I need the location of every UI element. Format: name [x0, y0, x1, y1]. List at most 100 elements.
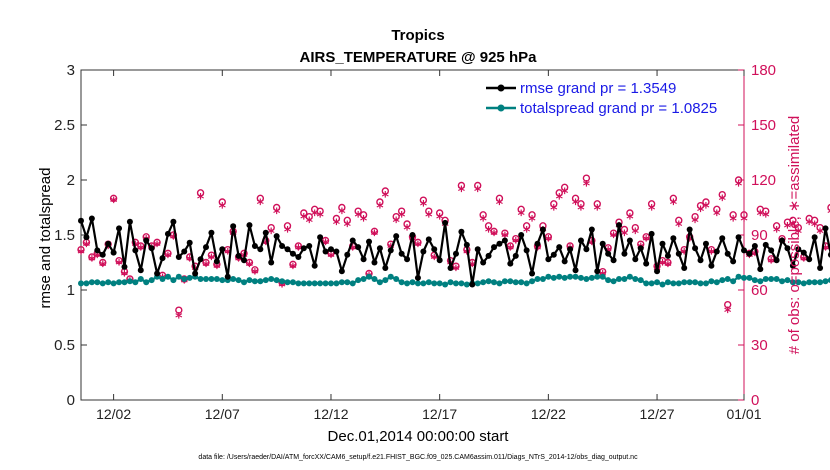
- totalspread-point: [692, 279, 699, 286]
- totalspread-point: [376, 279, 383, 286]
- rmse-point: [425, 236, 432, 243]
- totalspread-point: [539, 276, 546, 282]
- rmse-point: [126, 218, 133, 225]
- rmse-point: [686, 226, 693, 233]
- obs-possible-point: [381, 187, 390, 195]
- totalspread-point: [83, 280, 90, 287]
- left-axis-label: rmse and totalspread: [37, 168, 54, 309]
- rmse-point: [779, 237, 786, 244]
- obs-possible-point: [512, 234, 520, 243]
- obs-assimilated-point: *: [708, 246, 716, 262]
- rmse-point: [577, 237, 584, 244]
- totalspread-point: [621, 276, 628, 282]
- obs-assimilated-point: *: [99, 259, 107, 275]
- totalspread-point: [382, 277, 389, 284]
- totalspread-point: [474, 280, 481, 287]
- totalspread-point: [306, 280, 313, 287]
- obs-assimilated-point: *: [757, 208, 765, 224]
- obs-possible-point: [501, 229, 509, 237]
- obs-assimilated-point: *: [469, 259, 477, 275]
- rmse-point: [241, 257, 248, 264]
- obs-assimilated-point: *: [278, 279, 286, 295]
- rmse-point: [822, 225, 829, 232]
- rmse-point: [817, 265, 824, 271]
- rmse-point: [811, 234, 818, 241]
- obs-possible-point: [647, 200, 656, 208]
- rmse-point: [550, 251, 557, 258]
- obs-possible-point: [827, 203, 830, 212]
- obs-assimilated-point: *: [251, 267, 259, 283]
- obs-possible-point: [305, 212, 313, 221]
- totalspread-point: [708, 278, 715, 285]
- totalspread-point: [567, 273, 574, 280]
- totalspread-point: [741, 274, 747, 281]
- x-tick-label: 12/17: [422, 406, 457, 422]
- obs-assimilated-point: *: [768, 256, 776, 272]
- rmse-point: [219, 246, 226, 253]
- obs-possible-point: [550, 200, 558, 208]
- rmse-point: [539, 226, 546, 233]
- rmse-point: [344, 251, 351, 258]
- obs-possible-point: [251, 266, 259, 274]
- obs-markers: *********** ************** ***************…: [77, 174, 830, 327]
- totalspread-point: [366, 273, 373, 280]
- totalspread-point: [789, 279, 796, 286]
- rmse-point: [572, 267, 579, 274]
- rmse-point: [626, 237, 633, 244]
- rmse-point: [719, 235, 726, 242]
- obs-assimilated-point: *: [789, 219, 797, 235]
- totalspread-point: [121, 279, 128, 286]
- obs-assimilated-point: *: [262, 237, 270, 253]
- totalspread-point: [681, 279, 688, 286]
- obs-assimilated-point: *: [729, 213, 737, 229]
- obs-assimilated-point: *: [164, 250, 172, 266]
- rmse-point: [88, 215, 95, 222]
- obs-assimilated-point: *: [784, 221, 792, 237]
- rmse-point: [366, 238, 373, 245]
- rmse-point: [164, 230, 171, 237]
- rmse-point: [143, 237, 150, 244]
- obs-assimilated-point: *: [398, 210, 406, 226]
- right-tick-label: 120: [751, 172, 776, 189]
- obs-possible-point: [77, 245, 85, 254]
- totalspread-point: [670, 280, 677, 287]
- obs-possible-point: [175, 306, 183, 314]
- totalspread-point: [588, 274, 595, 281]
- totalspread-point: [463, 281, 470, 288]
- totalspread-point: [284, 279, 291, 286]
- totalspread-point: [393, 276, 400, 282]
- obs-possible-point: [474, 181, 482, 190]
- obs-possible-point: [696, 201, 705, 210]
- obs-possible-point: [729, 211, 737, 219]
- obs-possible-point: [517, 205, 525, 214]
- obs-possible-point: [338, 203, 346, 212]
- rmse-point: [556, 244, 563, 251]
- rmse-point: [186, 239, 193, 246]
- rmse-point: [317, 234, 324, 241]
- totalspread-point: [800, 280, 807, 287]
- totalspread-point: [99, 280, 106, 287]
- obs-possible-point: [354, 207, 362, 215]
- rmse-point: [670, 235, 677, 242]
- rmse-point: [398, 250, 405, 257]
- obs-possible-point: [490, 227, 498, 236]
- rmse-point: [768, 247, 775, 254]
- obs-possible-point: [403, 220, 411, 228]
- obs-assimilated-point: *: [572, 197, 580, 213]
- obs-assimilated-point: *: [583, 179, 591, 195]
- obs-possible-point: [316, 207, 324, 215]
- obs-possible-point: [267, 223, 275, 232]
- totalspread-point: [360, 276, 367, 282]
- totalspread-point: [143, 279, 150, 286]
- totalspread-point: [186, 274, 193, 281]
- obs-possible-point: [691, 212, 699, 221]
- obs-possible-point: [762, 207, 770, 215]
- obs-assimilated-point: *: [311, 208, 319, 224]
- totalspread-point: [626, 273, 633, 280]
- obs-assimilated-point: *: [420, 199, 428, 215]
- obs-assimilated-point: *: [425, 210, 433, 226]
- totalspread-point: [616, 276, 623, 282]
- obs-possible-point: [376, 198, 384, 206]
- totalspread-point: [338, 279, 345, 286]
- totalspread-point: [295, 280, 302, 287]
